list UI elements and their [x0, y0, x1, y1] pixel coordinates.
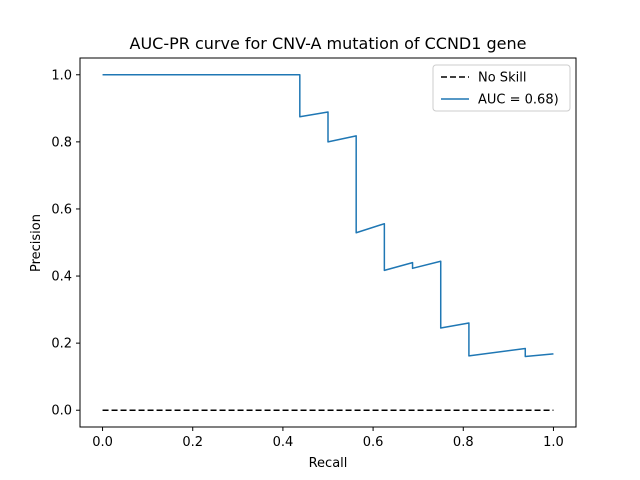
y-tick-label: 0.2 — [51, 337, 72, 352]
y-tick-label: 0.6 — [51, 202, 72, 217]
y-tick-label: 1.0 — [51, 68, 72, 83]
x-tick-label: 0.8 — [453, 435, 474, 450]
legend-label: AUC = 0.68) — [478, 93, 559, 108]
series-lines — [102, 74, 554, 411]
x-tick-label: 0.4 — [273, 435, 294, 450]
y-axis-label: Precision — [29, 214, 44, 272]
x-tick-label: 0.6 — [363, 435, 384, 450]
legend-label: No Skill — [478, 71, 526, 86]
chart-title: AUC-PR curve for CNV-A mutation of CCND1… — [130, 34, 527, 53]
y-tick-label: 0.4 — [51, 270, 72, 285]
y-tick-label: 0.8 — [51, 135, 72, 150]
y-tick-label: 0.0 — [51, 404, 72, 419]
axis-ticks: 0.0 0.2 0.4 0.6 0.8 1.0 0.0 0.2 0.4 0.6 0.8 1.0 — [51, 68, 563, 450]
x-axis-label: Recall — [309, 456, 348, 471]
x-tick-label: 0.2 — [182, 435, 203, 450]
legend: No Skill AUC = 0.68) — [432, 64, 571, 112]
x-tick-label: 0.0 — [92, 435, 113, 450]
x-tick-label: 1.0 — [543, 435, 564, 450]
pr-curve-line — [102, 74, 554, 358]
